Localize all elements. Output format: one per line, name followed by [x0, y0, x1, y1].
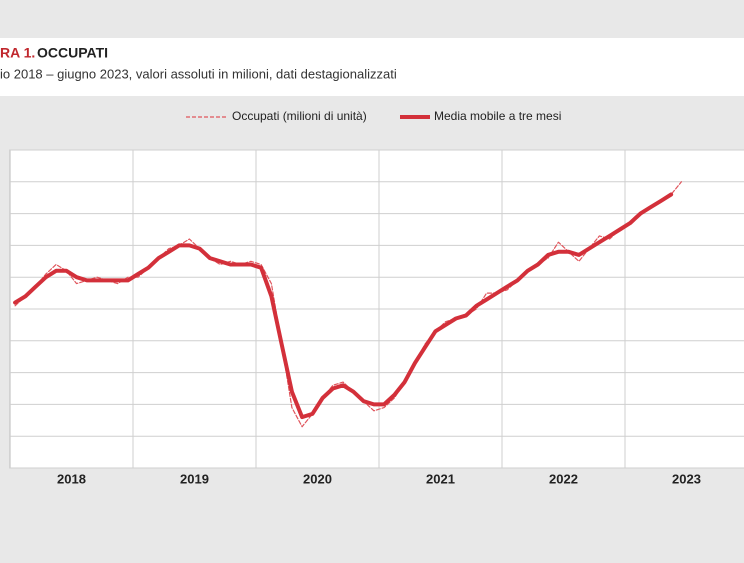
chart-title: OCCUPATI	[37, 45, 108, 61]
x-tick-label: 2018	[57, 471, 86, 486]
x-tick-label: 2022	[549, 471, 578, 486]
figure-label: RA 1.	[0, 45, 35, 61]
legend-label: Occupati (milioni di unità)	[232, 109, 367, 123]
x-tick-label: 2023	[672, 471, 701, 486]
title-band	[0, 38, 744, 96]
x-tick-label: 2019	[180, 471, 209, 486]
x-tick-label: 2021	[426, 471, 455, 486]
series-line	[13, 192, 674, 420]
chart-subtitle: io 2018 – giugno 2023, valori assoluti i…	[0, 66, 397, 81]
x-tick-label: 2020	[303, 471, 332, 486]
legend-label: Media mobile a tre mesi	[434, 109, 561, 123]
